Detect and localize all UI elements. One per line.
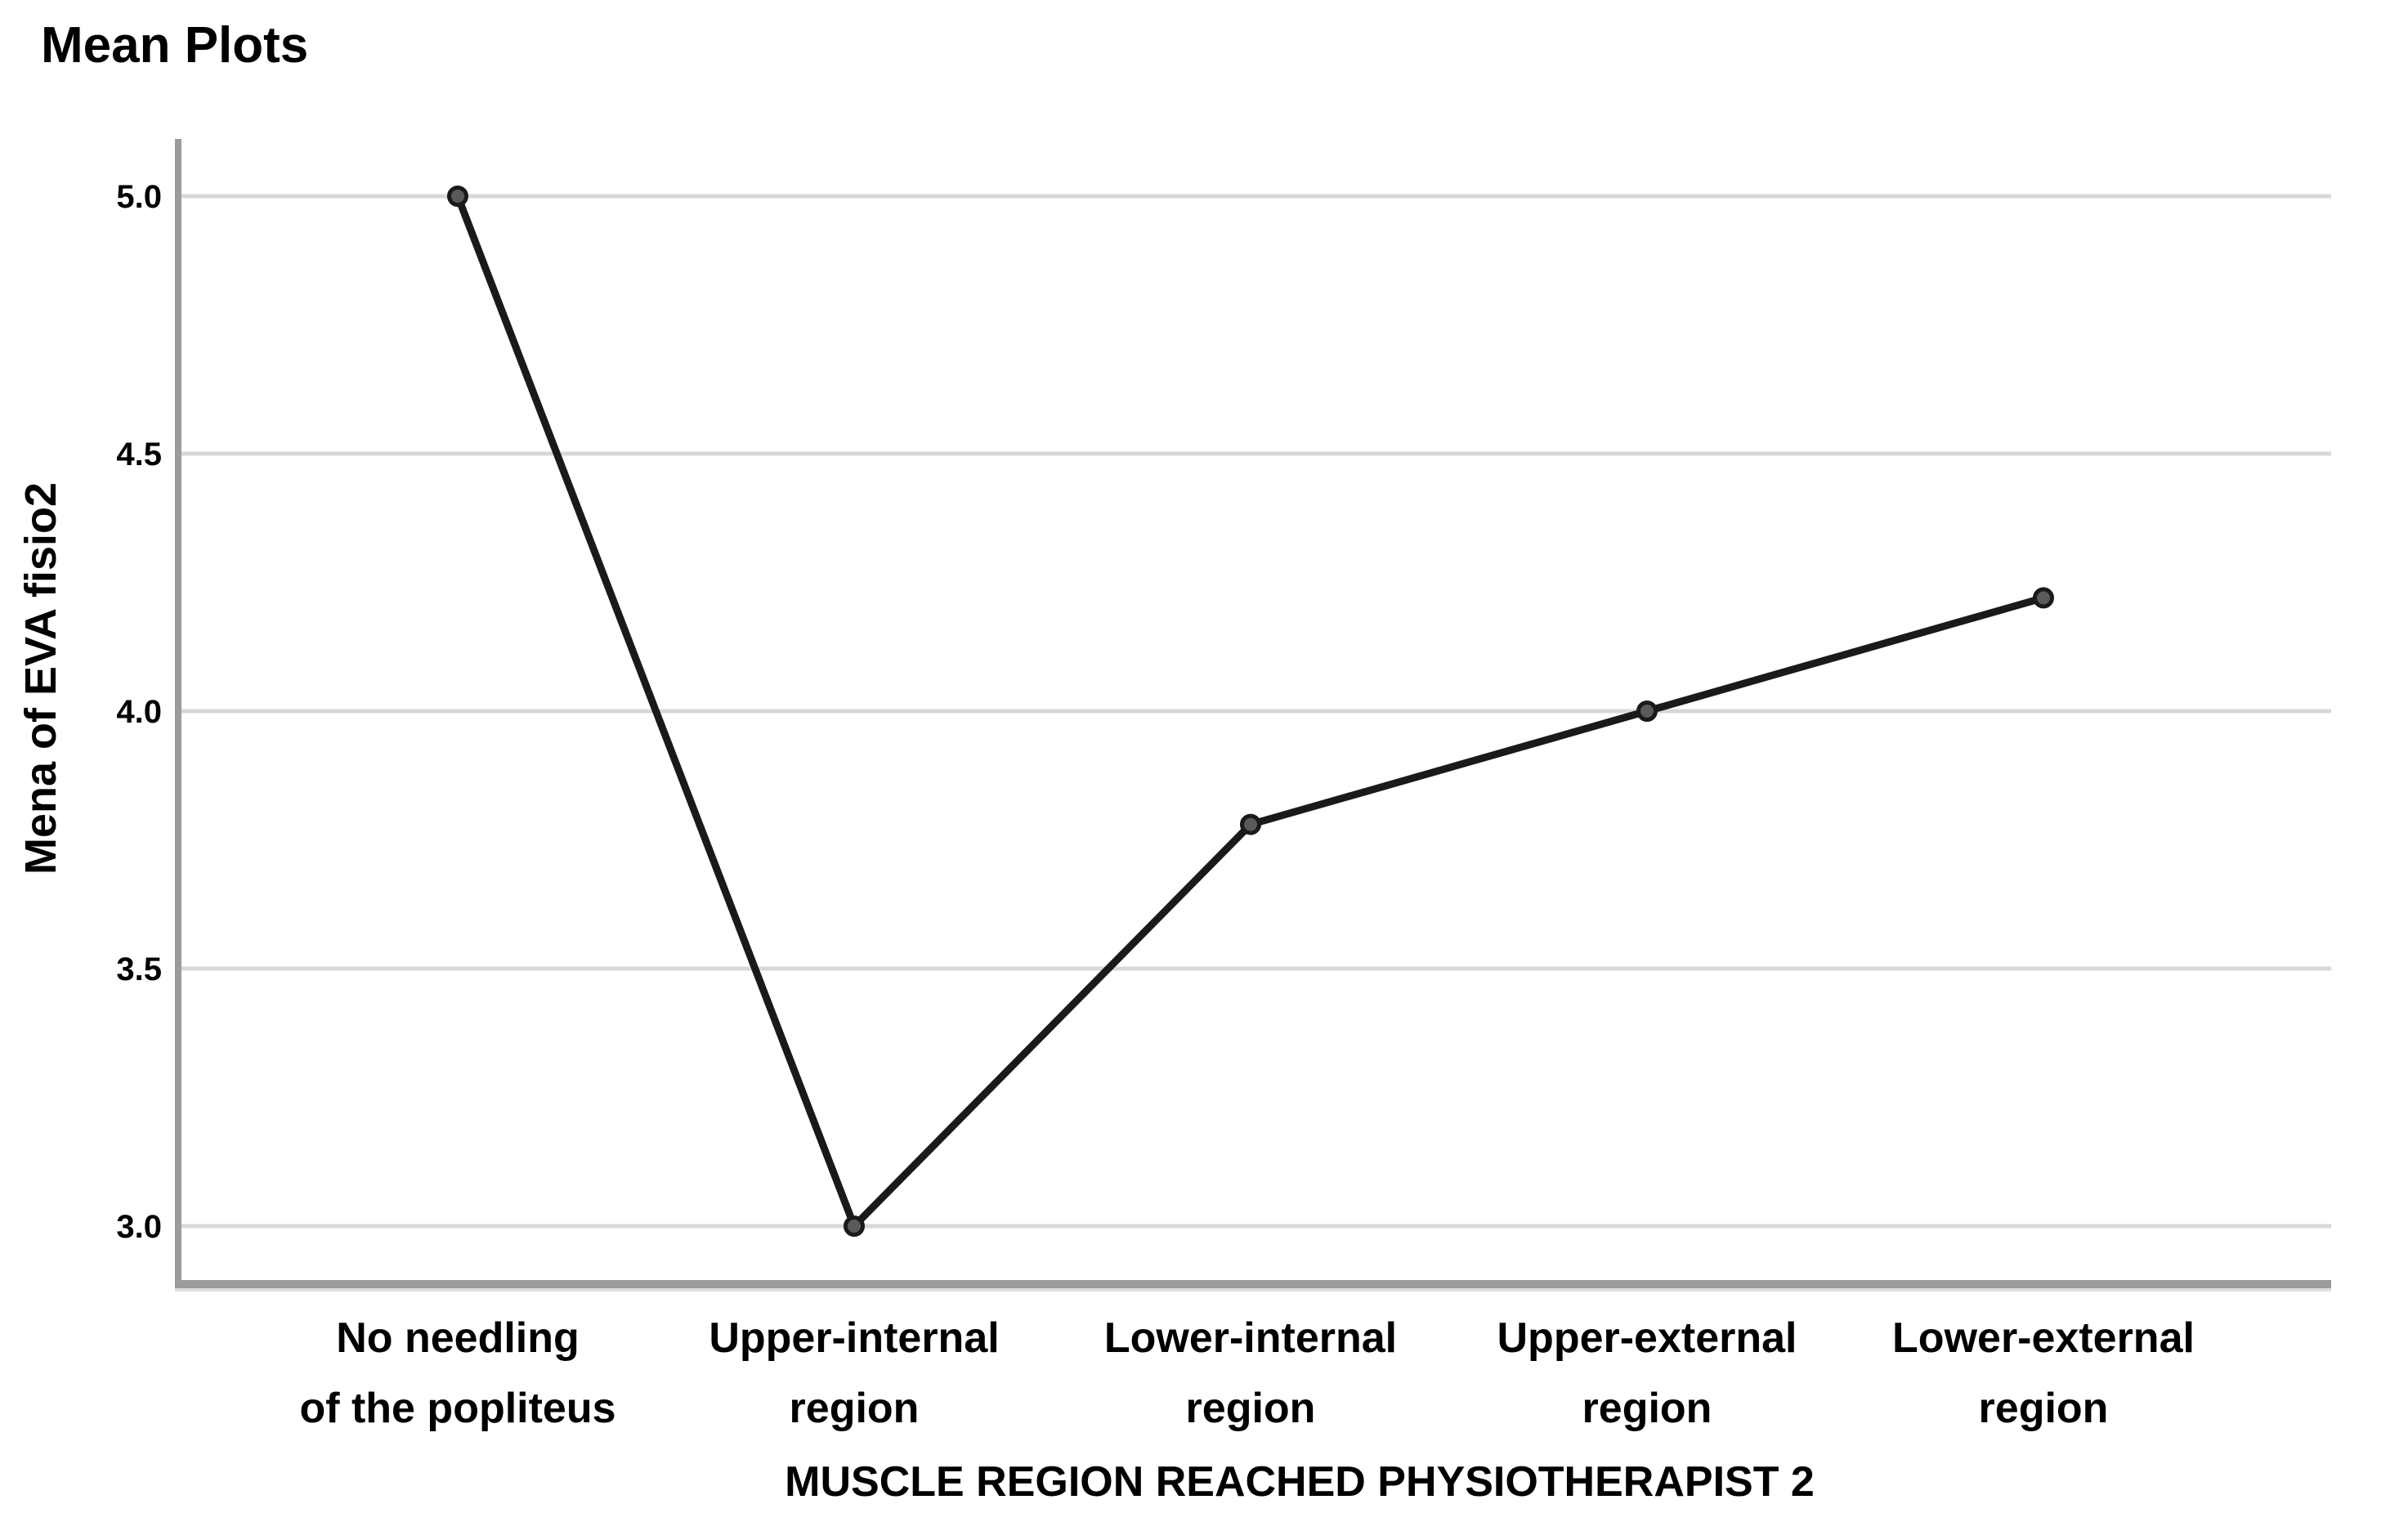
- x-category-label-line: region: [1582, 1385, 1712, 1432]
- x-category-label-line: of the popliteus: [299, 1385, 615, 1432]
- x-category-label-line: Lower-external: [1892, 1314, 2195, 1362]
- y-tick-label: 4.5: [116, 436, 162, 472]
- chart-title: Mean Plots: [41, 17, 308, 74]
- data-point: [1240, 813, 1261, 835]
- y-tick-label: 3.5: [116, 951, 162, 987]
- x-category-label-line: Upper-internal: [709, 1314, 999, 1362]
- x-category-label-line: region: [1979, 1385, 2109, 1432]
- x-category-labels: No needling of the popliteus Upper-interna…: [299, 1314, 2194, 1432]
- y-tick-label: 4.0: [116, 694, 162, 730]
- x-category-label-line: No needling: [336, 1314, 580, 1362]
- x-category-label-line: Lower-internal: [1104, 1314, 1397, 1362]
- y-tick-label: 5.0: [116, 179, 162, 215]
- gridlines: [178, 194, 2331, 1229]
- data-point: [447, 186, 468, 207]
- x-category-label-line: region: [1186, 1385, 1316, 1432]
- y-tick-labels: 5.0 4.5 4.0 3.5 3.0: [116, 179, 162, 1245]
- data-series: [447, 186, 2054, 1237]
- data-point: [844, 1215, 865, 1237]
- x-category-label-line: Upper-external: [1497, 1314, 1797, 1362]
- data-point: [1636, 701, 1658, 722]
- y-axis-title: Mena of EVA fisio2: [16, 482, 65, 875]
- x-axis-title: MUSCLE REGION REACHED PHYSIOTHERAPIST 2: [785, 1458, 1815, 1506]
- data-point: [2033, 587, 2054, 609]
- axes: [175, 139, 2331, 1292]
- y-tick-label: 3.0: [116, 1209, 162, 1245]
- x-category-label-line: region: [790, 1385, 920, 1432]
